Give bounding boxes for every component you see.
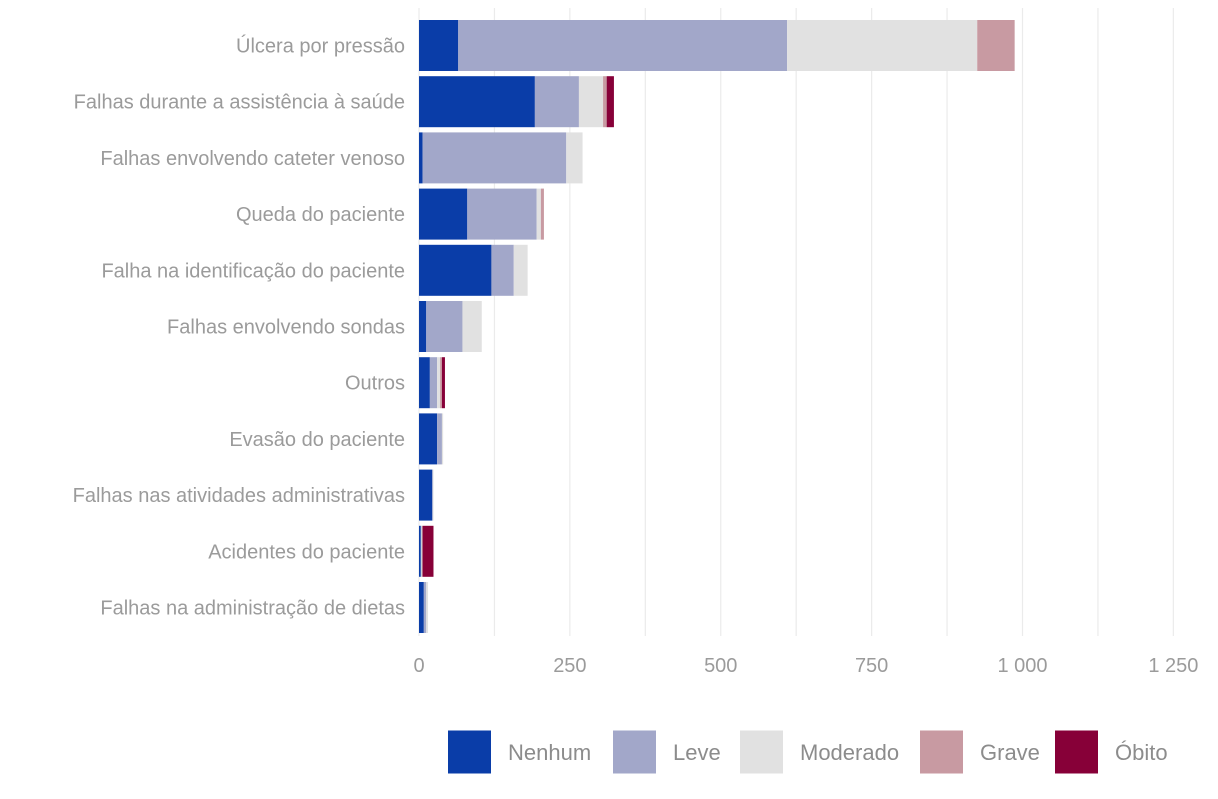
x-tick-label: 750 [855,655,888,677]
bar-segment [419,525,421,577]
bar-segment [422,525,423,577]
legend-label: Óbito [1115,740,1168,765]
bars [419,20,1015,633]
bar-segment [977,20,1015,71]
bar-segment [566,132,583,184]
category-label: Acidentes do paciente [208,541,405,563]
bar-segment [467,188,537,240]
category-label: Queda do paciente [236,204,405,226]
bar-segment [606,76,614,128]
x-tick-label: 250 [553,655,586,677]
category-label: Evasão do paciente [229,429,405,451]
bar-segment [419,413,438,465]
bar-segment [419,244,492,296]
x-tick-label: 1 000 [997,655,1047,677]
legend-swatch [1055,730,1098,774]
bar-segment [536,188,541,240]
bar-segment [441,357,445,409]
x-tick-label: 500 [704,655,737,677]
category-label: Falhas nas atividades administrativas [73,485,405,507]
bar-segment [419,20,459,71]
category-labels: Úlcera por pressão Falhas durante a assis… [73,35,405,620]
bar-segment [429,357,438,409]
legend-swatch [740,730,783,774]
bar-segment [458,20,788,71]
bar-segment [603,76,607,128]
bar-segment [419,582,424,633]
category-label: Falhas envolvendo cateter venoso [100,148,405,170]
legend-label: Moderado [800,740,899,765]
category-label: Falhas durante a assistência à saúde [74,92,405,114]
bar-segment [419,188,468,240]
bar-segment [432,469,434,521]
x-tick-label: 0 [413,655,424,677]
category-label: Falhas envolvendo sondas [167,317,405,339]
bar-segment [419,357,430,409]
bar-segment [421,525,423,577]
bar-segment [491,244,514,296]
legend-swatch [920,730,963,774]
bar-segment [426,301,463,352]
bar-segment [513,244,528,296]
bar-segment [432,469,433,521]
legend-swatch [613,730,656,774]
bar-segment [437,413,442,465]
x-axis-ticks: 0 250 500 750 1 000 1 250 [413,655,1198,677]
bar-segment [540,188,544,240]
bar-segment [422,525,434,577]
category-label: Outros [345,373,405,395]
legend: Nenhum Leve Moderado Grave Óbito [448,730,1168,774]
bar-segment [426,582,429,633]
bar-segment [462,301,482,352]
bar-segment [787,20,978,71]
x-tick-label: 1 250 [1148,655,1198,677]
bar-segment [423,582,427,633]
category-label: Falhas na administração de dietas [100,598,405,620]
bar-segment [437,357,441,409]
bar-segment [420,525,422,577]
category-label: Úlcera por pressão [236,35,405,58]
bar-segment [441,413,444,465]
legend-label: Grave [980,740,1040,765]
legend-label: Nenhum [508,740,591,765]
legend-swatch [448,730,491,774]
bar-segment [419,76,535,128]
bar-segment [419,132,423,184]
bar-segment [419,301,427,352]
bar-segment [419,469,433,521]
bar-segment [534,76,579,128]
bar-segment [422,132,567,184]
bar-segment [578,76,604,128]
legend-label: Leve [673,740,721,765]
bar-segment [440,357,442,409]
category-label: Falha na identificação do paciente [101,260,405,282]
